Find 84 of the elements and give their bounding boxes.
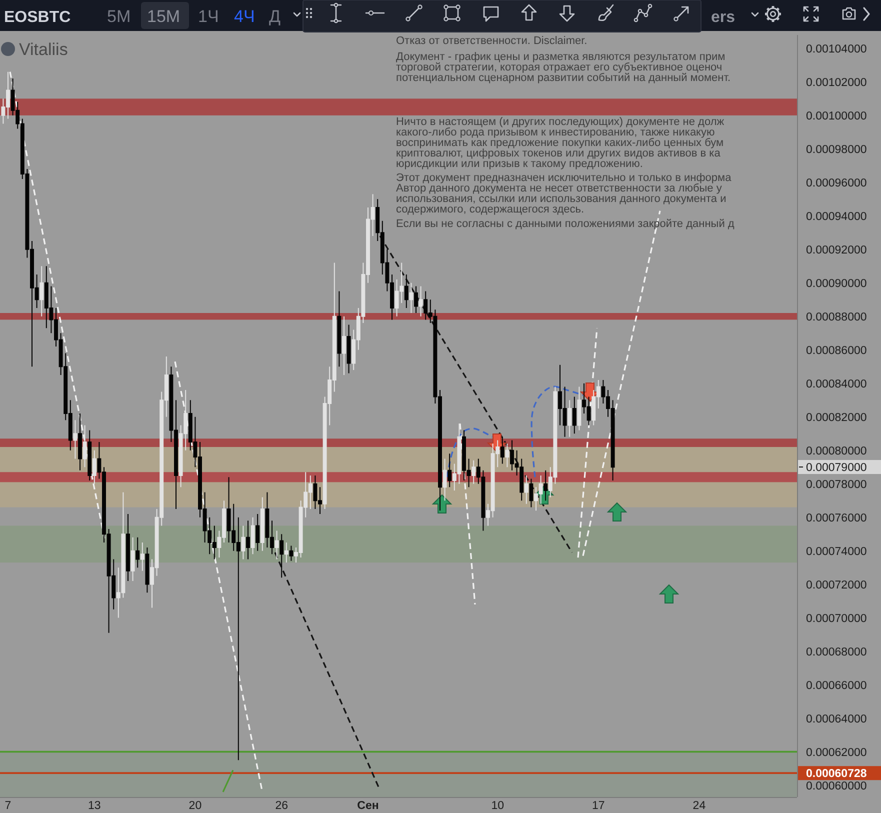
annotation: Ничто в настоящем (и других последующих) документе не долж какого-либо рода призывом к инвестированию, также никакую воспринимать как предложение покупки каких-либо ценных бум криптовалют, цифровых токенов или других видов активов в ка юрисдикции или призыв к такому предложению. bbox=[396, 116, 725, 170]
candlestick bbox=[448, 453, 452, 488]
x-tick-label: 13 bbox=[88, 800, 101, 812]
candlestick bbox=[284, 542, 288, 564]
annotation: Документ - график цены и разметка являются результатом прим торговой стратегии, которая отражает его субъективное оценоч потенциальном сценарном развитии событий на данный момент. bbox=[396, 51, 731, 84]
candlestick bbox=[577, 386, 582, 431]
text: 15М bbox=[147, 7, 180, 26]
annotation: Если вы не согласны с данными положениями закройте данный д bbox=[396, 218, 735, 230]
candlestick bbox=[346, 324, 351, 374]
text: 0.00079000 bbox=[806, 462, 867, 474]
y-tick-label: 0.00090000 bbox=[806, 278, 867, 290]
text: 5М bbox=[107, 7, 131, 26]
y-tick-label: 0.00088000 bbox=[806, 311, 867, 324]
candlestick bbox=[337, 290, 342, 368]
candlestick bbox=[40, 266, 44, 317]
candlestick bbox=[260, 496, 264, 552]
candlestick bbox=[544, 470, 548, 502]
candlestick bbox=[524, 474, 528, 504]
candlestick bbox=[568, 400, 572, 438]
candlestick bbox=[126, 513, 130, 582]
candlestick bbox=[250, 516, 255, 555]
ref-line-label: 0.00060728 bbox=[806, 768, 868, 780]
x-tick-label: 7 bbox=[4, 800, 12, 812]
text: ers bbox=[711, 9, 736, 26]
candlestick bbox=[280, 534, 284, 578]
y-tick-label: 0.00102000 bbox=[806, 76, 867, 89]
y-tick-label: 0.00060000 bbox=[806, 780, 867, 792]
y-tick-label: 0.00072000 bbox=[806, 579, 867, 592]
y-tick-label: 0.00070000 bbox=[806, 612, 867, 625]
y-tick-label: 0.00094000 bbox=[806, 210, 867, 223]
candlestick bbox=[78, 412, 82, 471]
y-tick-label: 0.00068000 bbox=[806, 646, 867, 658]
y-tick-label: 0.00086000 bbox=[806, 344, 867, 357]
candlestick bbox=[409, 282, 414, 314]
candlestick bbox=[130, 536, 135, 582]
text: 1Ч bbox=[198, 7, 219, 26]
y-tick-label: 0.00084000 bbox=[806, 378, 867, 390]
candlestick bbox=[145, 546, 150, 594]
candlestick bbox=[404, 274, 408, 308]
candlestick bbox=[289, 545, 294, 562]
y-tick-label: 0.00064000 bbox=[806, 713, 867, 726]
text: Д bbox=[269, 7, 281, 26]
x-tick-label: 24 bbox=[692, 800, 706, 812]
candlestick bbox=[505, 443, 510, 468]
y-tick-label: 0.00104000 bbox=[806, 43, 867, 56]
candlestick bbox=[472, 460, 476, 484]
y-tick-label: 0.00078000 bbox=[806, 478, 867, 491]
candlestick bbox=[92, 450, 96, 484]
y-tick-label: 0.00096000 bbox=[806, 177, 867, 190]
x-tick-label: 26 bbox=[275, 800, 288, 812]
annotation: Vitaliis bbox=[19, 40, 68, 59]
x-tick-label: 17 bbox=[592, 800, 605, 812]
candlestick bbox=[418, 286, 423, 317]
candlestick bbox=[274, 530, 279, 560]
y-tick-label: 0.00092000 bbox=[806, 244, 867, 256]
candlestick bbox=[414, 286, 418, 314]
chart-title: EOSBTC bbox=[4, 9, 72, 26]
candlestick bbox=[140, 542, 144, 572]
candlestick bbox=[572, 396, 576, 434]
annotation: Этот документ предназначен исключительно и только в информа Автор данного документа не несет ответственности за любые у использования, ссылки или использования данного документа и содержимого, содержащегося здесь. bbox=[396, 172, 732, 216]
y-tick-label: 0.00062000 bbox=[806, 746, 867, 759]
candlestick bbox=[241, 525, 246, 560]
candlestick bbox=[442, 458, 447, 502]
candlestick bbox=[256, 513, 260, 552]
y-tick-label: 0.00076000 bbox=[806, 512, 867, 524]
candlestick bbox=[73, 420, 78, 460]
y-tick-label: 0.00098000 bbox=[806, 144, 867, 156]
text: 4Ч bbox=[234, 7, 255, 26]
candlestick bbox=[529, 478, 534, 508]
x-tick-label: Сен bbox=[357, 800, 379, 812]
candlestick bbox=[500, 436, 504, 464]
y-tick-label: 0.00074000 bbox=[806, 546, 867, 558]
candlestick bbox=[342, 316, 346, 376]
candlestick bbox=[246, 520, 250, 560]
y-tick-label: 0.00100000 bbox=[806, 110, 867, 122]
y-tick-label: 0.00080000 bbox=[806, 445, 867, 458]
annotation: Отказ от ответственности. Disclaimer. bbox=[396, 35, 588, 47]
candlestick bbox=[136, 536, 140, 568]
candlestick bbox=[82, 424, 87, 468]
y-tick-label: 0.00066000 bbox=[806, 680, 867, 692]
candlestick bbox=[88, 430, 92, 481]
x-tick-label: 20 bbox=[188, 800, 202, 812]
y-tick-label: 0.00082000 bbox=[806, 412, 867, 424]
x-tick-label: 10 bbox=[491, 800, 504, 812]
